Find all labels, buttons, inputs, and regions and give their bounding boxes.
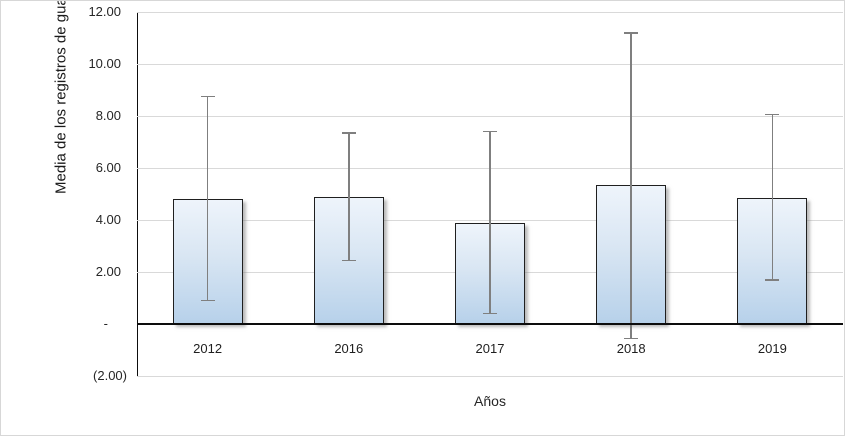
gridline (137, 11, 843, 13)
x-tick-label: 2016 (334, 341, 364, 356)
error-bar-cap (624, 337, 639, 340)
value-axis-line (137, 12, 139, 376)
error-bar-cap (200, 299, 215, 302)
y-tick-label: 4.00 (95, 212, 121, 227)
error-bar-cap (765, 113, 780, 116)
error-bar-cap (483, 312, 497, 315)
error-bar-cap (483, 130, 497, 133)
error-bar-cap (341, 132, 356, 134)
gridline (137, 115, 843, 117)
x-tick-label: 2012 (193, 341, 223, 356)
error-bar-cap (200, 95, 215, 98)
y-tick-label: 2.00 (95, 264, 121, 279)
x-tick-label: 2017 (475, 341, 505, 356)
y-tick-label: 10.00 (88, 56, 121, 71)
error-bar-cap (341, 259, 356, 262)
error-bar-line (489, 131, 491, 314)
x-tick-label: 2019 (757, 341, 787, 356)
y-tick-label: - (103, 316, 108, 331)
y-tick-label: (2.00) (93, 368, 127, 383)
error-bar-line (630, 32, 632, 339)
category-axis-line (137, 323, 843, 325)
y-tick-label: 12.00 (88, 4, 121, 19)
error-bar-cap (765, 279, 780, 281)
y-tick-label: 6.00 (95, 160, 121, 175)
x-axis-title: Años (474, 393, 506, 409)
error-bar-line (348, 132, 350, 261)
y-tick-label: 8.00 (95, 108, 121, 123)
error-bar-cap (624, 32, 639, 34)
gridline (137, 63, 843, 65)
error-bar-line (771, 114, 774, 280)
plot-area (137, 11, 843, 377)
gridline (137, 375, 843, 377)
error-bar-line (206, 96, 209, 301)
x-tick-label: 2018 (616, 341, 646, 356)
